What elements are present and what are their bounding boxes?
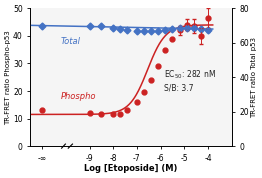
Y-axis label: TR-FRET ratio Phospho-p53: TR-FRET ratio Phospho-p53 bbox=[5, 30, 11, 125]
Text: EC$_{50}$: 282 nM: EC$_{50}$: 282 nM bbox=[164, 68, 216, 81]
X-axis label: Log [Etoposide] (M): Log [Etoposide] (M) bbox=[84, 164, 178, 173]
Text: S/B: 3.7: S/B: 3.7 bbox=[164, 84, 194, 93]
Text: Phospho: Phospho bbox=[61, 92, 97, 101]
Text: Total: Total bbox=[61, 37, 81, 46]
Y-axis label: TR-FRET ratio Total p53: TR-FRET ratio Total p53 bbox=[251, 37, 257, 118]
